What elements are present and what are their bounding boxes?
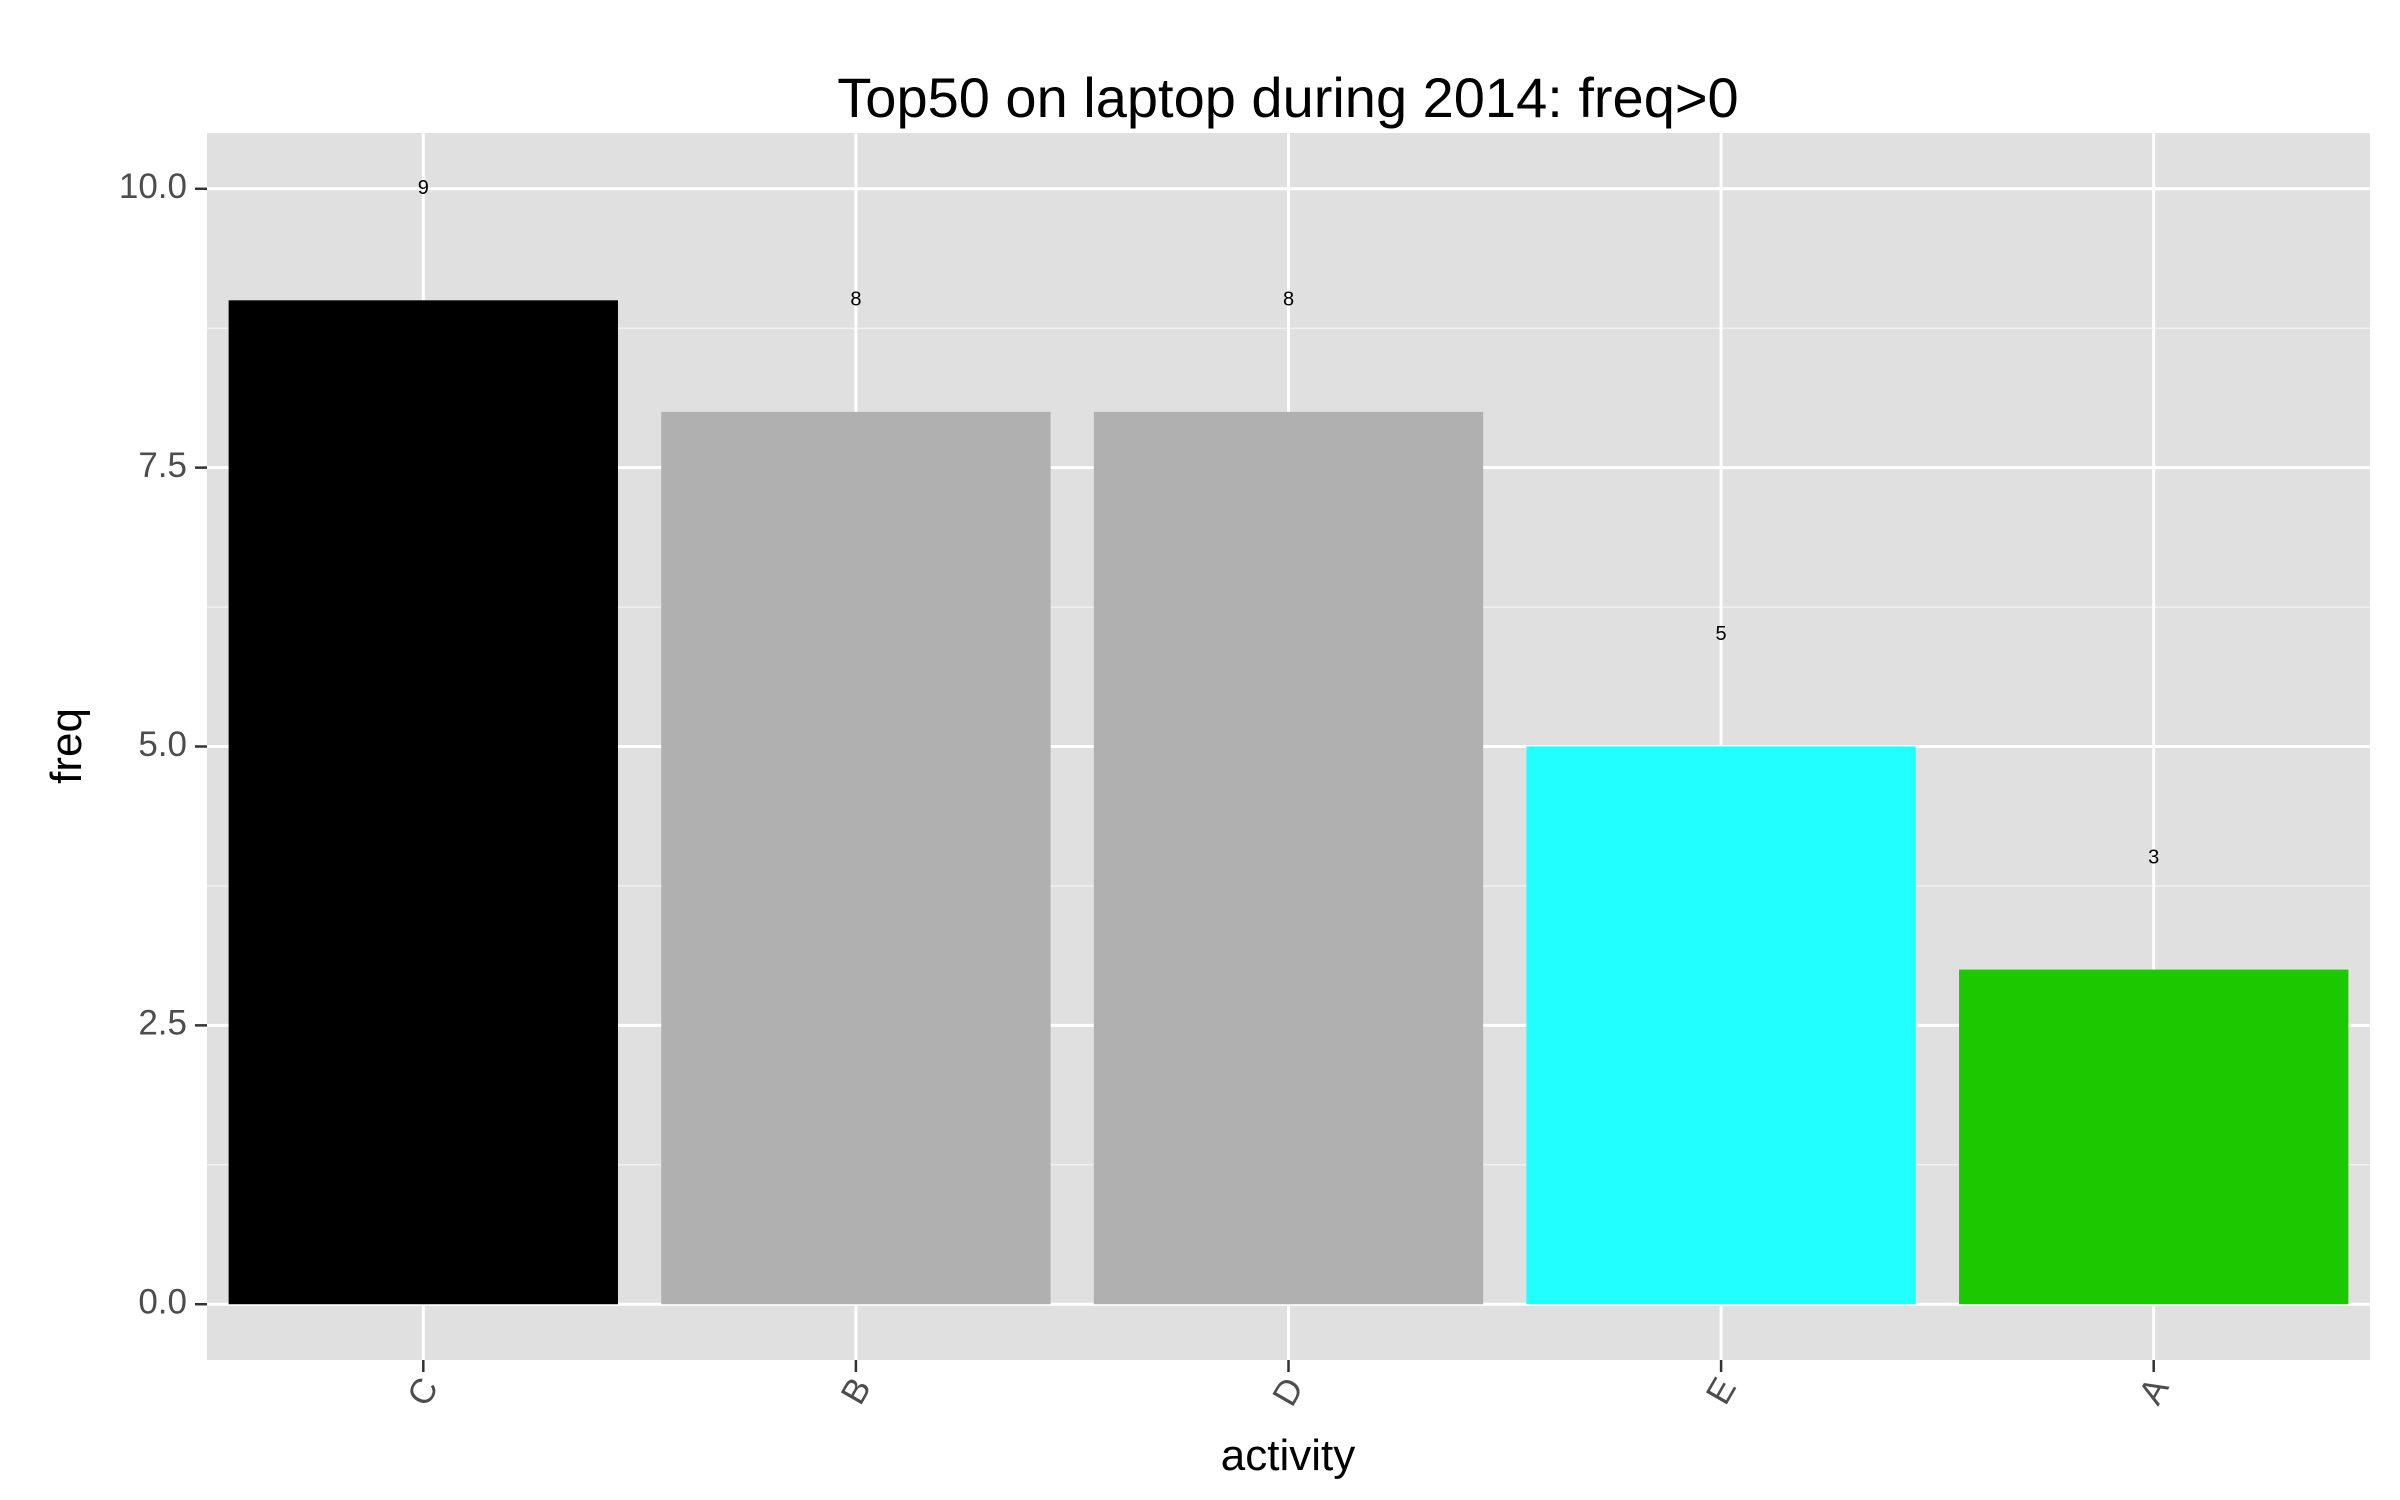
bar-label-D: 8 — [1283, 289, 1294, 311]
bar-label-E: 5 — [1716, 623, 1727, 645]
bar-D — [1093, 411, 1484, 1305]
bar-label-A: 3 — [2148, 846, 2159, 868]
bars — [228, 300, 2349, 1305]
y-tick-label: 2.5 — [138, 1004, 187, 1043]
bar-B — [661, 411, 1051, 1305]
bar-C — [228, 300, 618, 1305]
x-axis-title: activity — [1221, 1431, 1355, 1480]
chart-title: Top50 on laptop during 2014: freq>0 — [837, 66, 1738, 129]
y-axis: 0.0 2.5 5.0 7.5 10.0 — [119, 167, 207, 1321]
y-tick-label: 10.0 — [119, 167, 187, 206]
y-tick-label: 7.5 — [138, 446, 187, 485]
bar-A — [1959, 969, 2349, 1305]
bar-label-B: 8 — [850, 289, 861, 311]
bar-label-C: 9 — [418, 177, 429, 199]
y-tick-label: 5.0 — [138, 725, 187, 764]
bar-value-labels: 9 8 8 5 3 — [418, 177, 2160, 868]
bar-E — [1526, 746, 1916, 1305]
y-axis-title: freq — [42, 708, 91, 784]
y-tick-label: 0.0 — [138, 1282, 187, 1321]
